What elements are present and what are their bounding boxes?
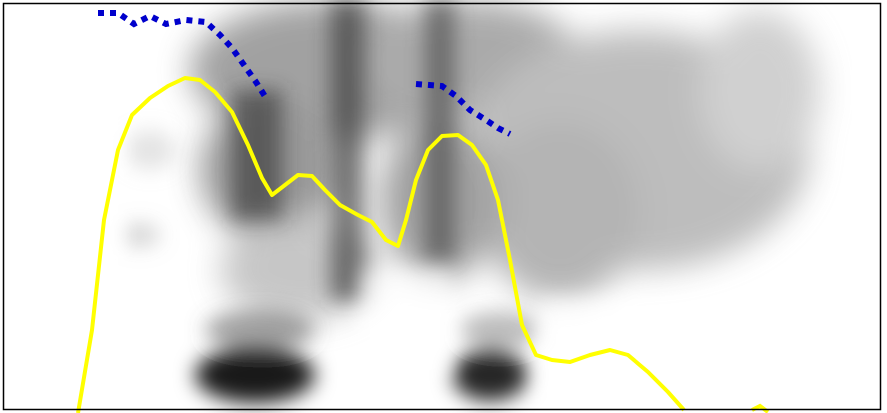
pitch-contour [76, 76, 686, 413]
intensity-contour-segment-1 [98, 10, 269, 100]
intensity-contour-segment-2 [415, 81, 512, 137]
